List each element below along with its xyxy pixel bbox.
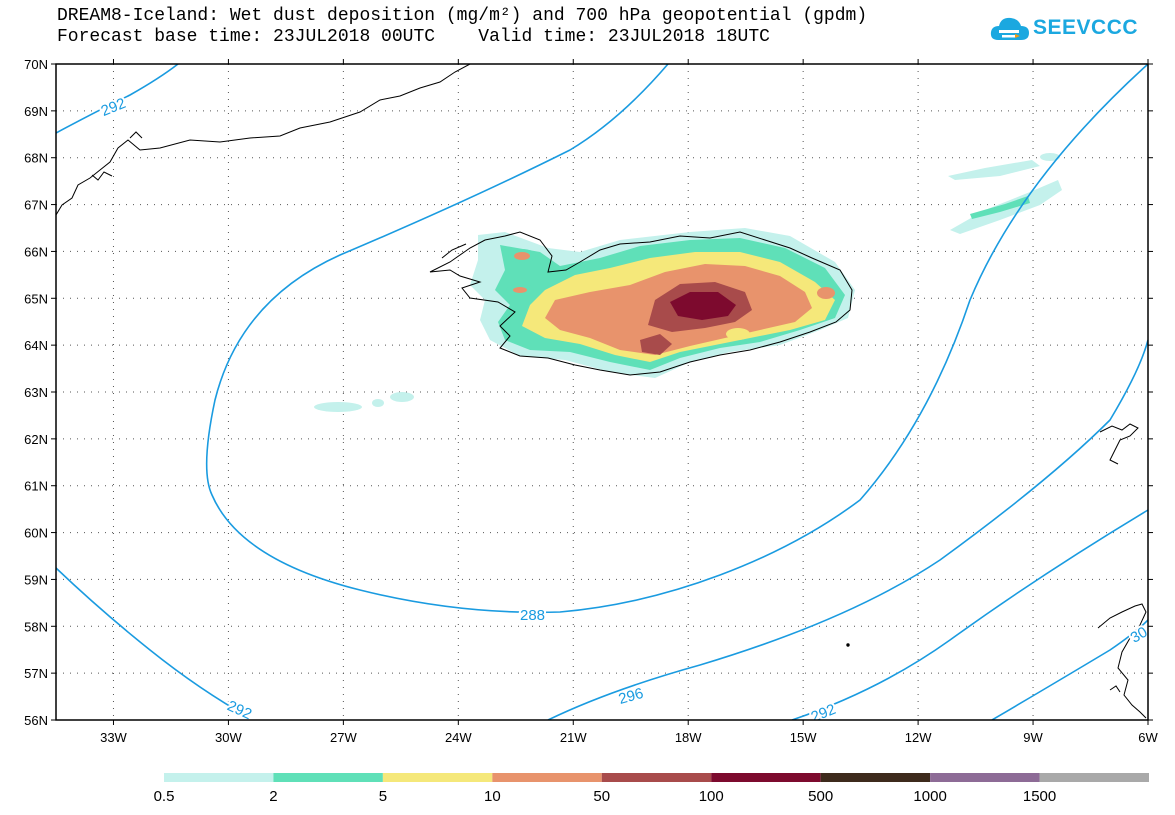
lat-tick-label: 68N [24,151,48,166]
lat-tick-label: 62N [24,432,48,447]
legend-label: 5 [379,788,387,805]
lon-tick-label: 27W [330,730,357,745]
cloud-icon [990,17,1029,40]
lat-tick-label: 65N [24,291,48,306]
coastlines [56,64,1147,719]
lon-tick-label: 33W [100,730,127,745]
legend-swatch [164,773,274,782]
lat-tick-label: 61N [24,479,48,494]
lat-tick-label: 56N [24,713,48,728]
map-title: DREAM8-Iceland: Wet dust deposition (mg/… [57,6,868,26]
lat-tick-label: 70N [24,57,48,72]
lat-tick-label: 59N [24,572,48,587]
legend-swatch [820,773,931,782]
legend-label: 1000 [913,788,946,805]
contour-label: 30 [1128,624,1151,647]
legend-label: 50 [593,788,610,805]
contour-labels: 292 288 292 296 292 30 [97,93,1151,720]
geopotential-contours [56,64,1148,720]
iceland-coast [429,231,853,376]
legend-swatch [711,773,821,782]
lat-tick-label: 69N [24,104,48,119]
lat-tick-label: 58N [24,619,48,634]
contour-288 [205,64,1148,614]
logo-text: SEEVCCC [1033,16,1139,39]
dust-level-50-b [640,334,672,355]
lon-tick-label: 15W [790,730,817,745]
legend-label: 500 [808,788,833,805]
faroe-coast [1099,423,1139,465]
dust-level-100 [670,292,736,320]
legend: 0.5 2 5 10 50 100 500 1000 1500 [154,773,1149,805]
lon-tick-label: 12W [905,730,932,745]
contour-296 [791,509,1148,720]
lon-tick-label: 9W [1023,730,1043,745]
lat-tick-label: 63N [24,385,48,400]
contour-292-s [547,339,1148,720]
legend-label: 10 [484,788,501,805]
legend-label: 2 [269,788,277,805]
legend-label: 1500 [1023,788,1056,805]
lat-tick-label: 67N [24,198,48,213]
lat-tick-label: 60N [24,526,48,541]
lon-tick-label: 18W [675,730,702,745]
lon-tick-label: 6W [1138,730,1158,745]
contour-300 [991,619,1148,720]
legend-label: 100 [699,788,724,805]
lat-tick-label: 66N [24,244,48,259]
legend-swatch [273,773,383,782]
legend-swatch [1039,773,1149,782]
lon-tick-label: 21W [560,730,587,745]
lat-tick-label: 57N [24,666,48,681]
dust-deposition-field [314,153,1062,412]
map-gridlines [56,64,1148,720]
axis-ticks: 70N 69N 68N 67N 66N 65N 64N 63N 62N 61N 60N 59N 58N 5… [24,57,1158,745]
legend-swatch [601,773,712,782]
legend-swatch [382,773,493,782]
contour-label: 296 [617,685,646,708]
legend-swatch [930,773,1040,782]
map-subtitle: Forecast base time: 23JUL2018 00UTC Vali… [57,27,770,47]
contour-label: 288 [520,607,545,624]
legend-label: 0.5 [154,788,175,805]
greenland-coast [56,64,471,216]
lon-tick-label: 30W [215,730,242,745]
contour-292-sw [56,567,251,719]
scotland-coast [1097,603,1147,719]
legend-swatch [492,773,602,782]
lat-tick-label: 64N [24,338,48,353]
seevccc-logo: SEEVCCC [990,14,1138,42]
contour-292-nw [56,64,179,134]
lon-tick-label: 24W [445,730,472,745]
